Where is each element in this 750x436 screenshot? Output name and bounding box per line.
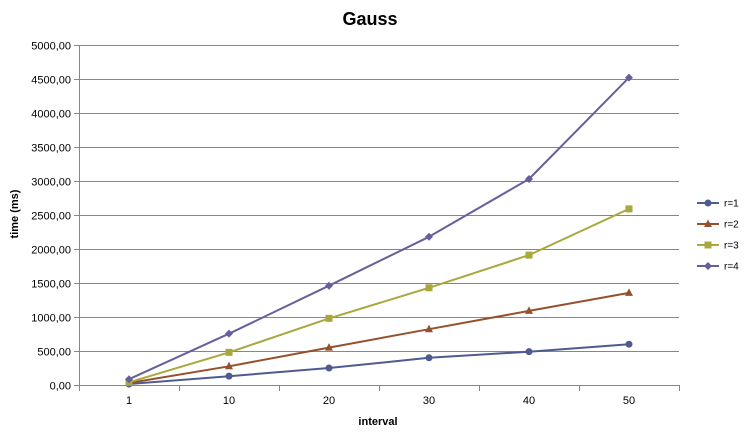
legend-marker: [704, 219, 712, 227]
x-axis-title: interval: [358, 416, 397, 428]
data-point: [225, 372, 233, 380]
legend-label: r=3: [724, 241, 739, 252]
gridlines: [79, 45, 679, 352]
data-point: [225, 361, 233, 370]
legend-marker: [704, 241, 712, 249]
data-point: [625, 340, 633, 348]
legend-marker: [704, 199, 712, 207]
series-line: [128, 207, 630, 384]
legend-item: r=4: [697, 262, 739, 273]
y-tick-label: 4000,00: [31, 109, 71, 121]
data-point: [325, 281, 333, 290]
legend: r=1 r=2 r=3 r=4: [697, 199, 739, 273]
data-point: [625, 73, 633, 82]
x-tick-label: 10: [223, 395, 235, 407]
y-tick-label: 2500,00: [31, 211, 71, 223]
data-point: [325, 364, 333, 372]
data-point: [525, 306, 533, 314]
legend-item: r=2: [697, 219, 739, 231]
data-point: [225, 329, 233, 338]
legend-label: r=1: [724, 199, 739, 210]
y-tick-label: 500,00: [37, 347, 71, 359]
legend-item: r=1: [697, 199, 739, 210]
data-point: [625, 288, 633, 296]
data-point: [325, 343, 333, 351]
y-tick-label: 1000,00: [31, 313, 71, 325]
series-4: [125, 73, 633, 384]
data-point: [525, 174, 533, 183]
legend-marker: [704, 262, 712, 270]
data-point: [625, 205, 633, 213]
series-line: [128, 291, 630, 384]
series-group: [125, 73, 633, 388]
x-tick-label: 30: [423, 395, 435, 407]
data-point: [525, 348, 533, 356]
data-point: [425, 324, 433, 333]
x-tick-label: 1: [126, 395, 132, 407]
legend-item: r=3: [697, 241, 739, 252]
y-tick-label: 5000,00: [31, 41, 71, 53]
series-3: [125, 205, 633, 386]
y-tick-label: 4500,00: [31, 75, 71, 87]
x-tick-label: 40: [523, 395, 535, 407]
y-tick-label: 3000,00: [31, 177, 71, 189]
y-tick-label: 3500,00: [31, 143, 71, 155]
data-point: [225, 348, 233, 356]
y-tick-label: 2000,00: [31, 245, 71, 257]
x-tick-label: 20: [323, 395, 335, 407]
series-line: [128, 76, 630, 381]
chart-title: Gauss: [342, 9, 397, 29]
data-point: [525, 251, 533, 259]
data-point: [125, 375, 133, 384]
axes: 0,00 500,00 1000,00 1500,00 2000,00 2500,00 30…: [31, 41, 680, 407]
legend-label: r=2: [724, 220, 739, 231]
data-point: [425, 354, 433, 362]
y-tick-label: 0,00: [50, 381, 71, 393]
data-point: [425, 232, 433, 241]
data-point: [325, 314, 333, 322]
y-axis-title: time (ms): [9, 189, 21, 238]
legend-label: r=4: [724, 262, 739, 273]
series-1: [125, 340, 633, 388]
y-tick-label: 1500,00: [31, 279, 71, 291]
data-point: [425, 284, 433, 292]
series-line: [128, 343, 630, 385]
x-tick-label: 50: [623, 395, 635, 407]
